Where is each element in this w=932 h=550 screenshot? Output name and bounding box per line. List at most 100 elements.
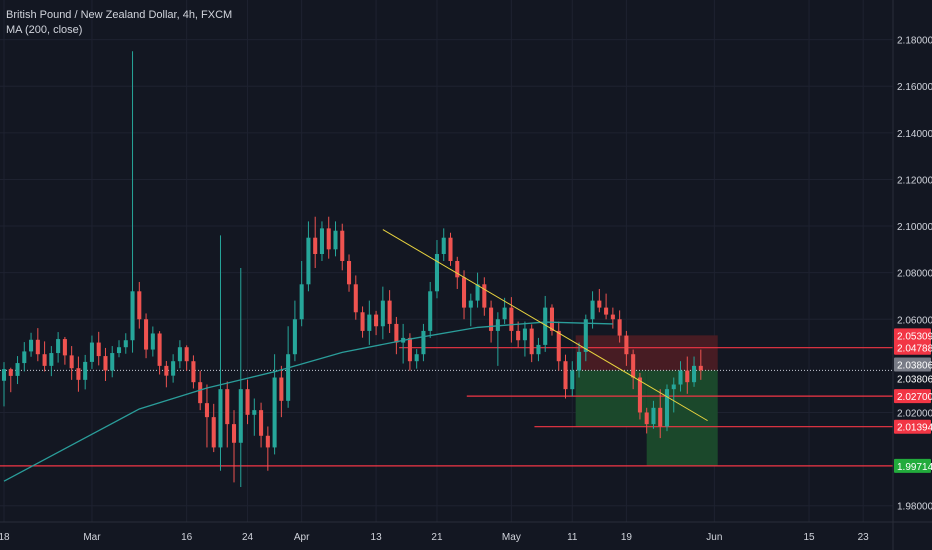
price-axis-label-box [894,357,931,372]
price-axis-label-text: 1.99714 [897,462,932,473]
candle [110,346,115,378]
y-tick-label: 2.14000 [897,129,932,140]
x-tick-label: May [502,532,521,543]
candle-body [49,353,54,366]
candle-body [286,354,291,401]
x-tick-label: 13 [371,532,383,543]
candle-body [56,339,61,354]
candle [313,216,318,268]
candle [563,354,568,399]
candle [259,402,264,448]
candle [658,389,663,439]
y-tick-label: 2.08000 [897,269,932,280]
candle [319,221,324,261]
x-tick-label: 16 [181,532,193,543]
candle [387,290,392,334]
candle [692,356,697,387]
time-axis [0,522,932,550]
stop-loss-zone [575,335,718,371]
candle-body [279,377,284,401]
price-axis-label-box [894,340,931,355]
candle-body [475,284,480,301]
candle-body [103,356,108,371]
candle [475,272,480,308]
candle [624,330,629,366]
candle [617,310,622,343]
candle [96,331,101,366]
candle [157,331,162,375]
candle [380,286,385,340]
candle [225,381,230,448]
candle-body [22,351,27,364]
candle [35,328,40,362]
candle [144,313,149,359]
candle-body [353,284,358,313]
y-tick-label: 1.98000 [897,502,932,513]
candle-body [692,365,697,383]
candle [103,347,108,382]
candle-body [299,284,304,320]
candle-body [8,369,13,376]
candle-body [414,354,419,362]
candle-body [137,291,142,320]
price-axis-label-level: 2.02700 [894,389,932,404]
x-tick-label: 19 [621,532,633,543]
candle-body [455,261,460,278]
x-tick-label: 24 [242,532,254,543]
candle-body [664,389,670,427]
candle [631,349,636,390]
candle-body [590,300,595,320]
candle-body [367,314,372,331]
candle-body [698,365,703,371]
candle-body [42,354,47,366]
candle [171,354,176,383]
candle [49,346,54,377]
candle-body [489,307,494,331]
candle-body [502,307,507,320]
candle-body [685,370,690,383]
candle-body [394,323,399,343]
x-tick-label: 21 [431,532,443,543]
candle-body [144,319,149,350]
candle [428,281,433,338]
candle [177,340,182,369]
candle [583,314,588,362]
candle [333,221,338,257]
candle [441,228,446,261]
candle-body [604,307,609,315]
candle-body [29,339,34,352]
candle-body [35,339,40,355]
x-tick-label: 11 [567,532,578,543]
candle [252,398,257,436]
candle [651,400,656,429]
candle [238,267,243,488]
candle-body [522,328,527,341]
candle-body [62,339,67,356]
candle-body [577,351,582,371]
candle-body [177,347,182,362]
candle-body [252,410,257,415]
candle [529,324,534,363]
candle [1,362,7,407]
candle [8,367,13,393]
candle [482,277,487,316]
candle-body [259,410,264,436]
candle [123,333,128,354]
price-axis [893,0,932,550]
candle-body [360,312,365,331]
price-axis-label-text: 2.01394 [897,423,932,434]
candle-body [651,407,656,425]
price-axis-label-box [894,458,931,473]
candle [265,426,270,471]
y-tick-label: 2.06000 [897,315,932,326]
x-tick-label: Jun [706,532,722,543]
candle-body [245,389,250,415]
ma-indicator-label: MA (200, close) [6,24,83,36]
candle [698,349,703,380]
candle-body [340,230,345,261]
candle [56,332,61,363]
x-tick-label: 15 [803,532,815,543]
candle-body [238,389,243,443]
